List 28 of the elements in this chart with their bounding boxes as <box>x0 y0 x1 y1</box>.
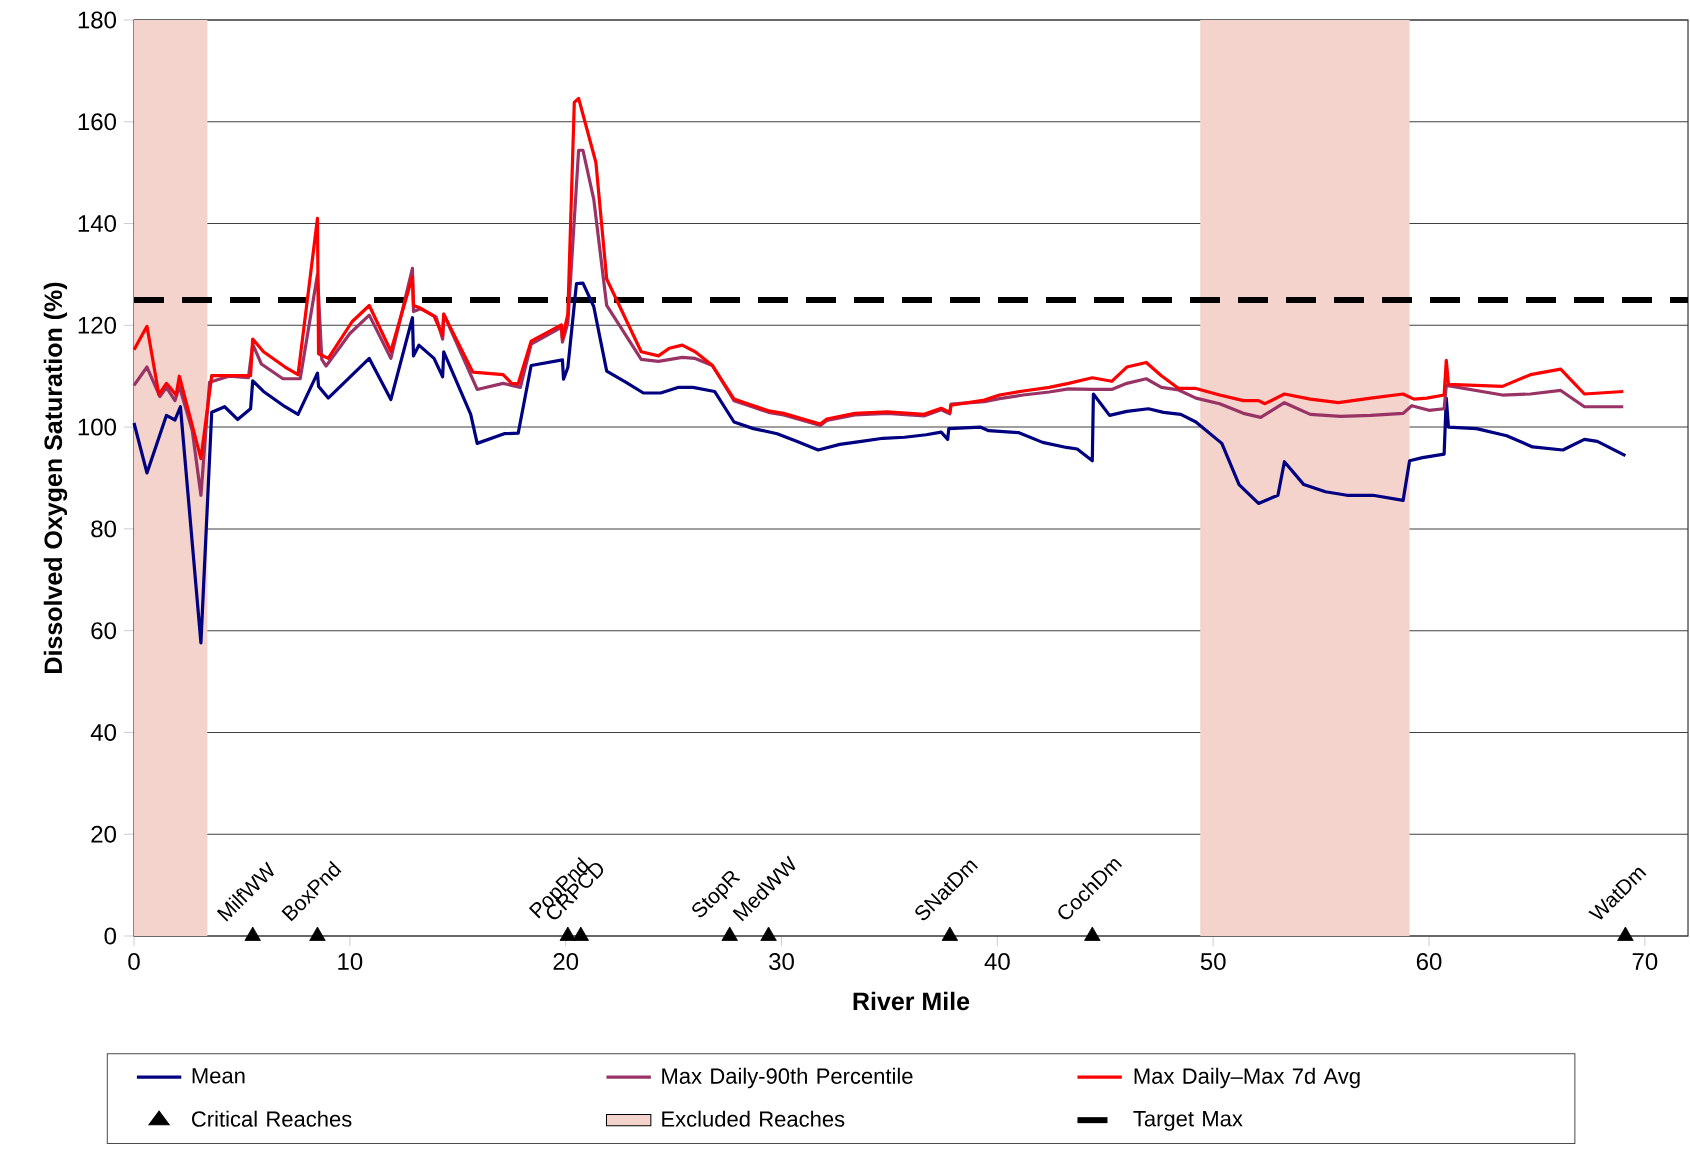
y-tick-label: 160 <box>78 113 117 131</box>
x-tick-label: 20 <box>553 953 579 971</box>
y-tick-label: 180 <box>78 11 117 29</box>
x-tick-label: 0 <box>128 953 140 971</box>
legend-label: Target Max <box>1133 1111 1243 1131</box>
y-axis-title: Dissolved Oxygen Saturation (%) <box>43 282 68 673</box>
line-series <box>132 96 1625 461</box>
x-tick-label: 10 <box>338 953 363 971</box>
legend-label: Critical Reaches <box>192 1110 352 1127</box>
y-tick-label: 0 <box>104 927 117 945</box>
legend-label: Max Daily–Max 7d Avg <box>1134 1067 1360 1089</box>
x-tick-label: 70 <box>1632 953 1658 971</box>
x-tick-label: 50 <box>1200 953 1226 971</box>
y-tick-label: 60 <box>91 622 117 640</box>
x-axis-title: River Mile <box>853 991 970 1011</box>
x-tick-label: 60 <box>1416 953 1442 971</box>
x-tick-label: 30 <box>769 953 794 971</box>
y-tick-label: 40 <box>90 723 117 741</box>
y-tick-label: 80 <box>91 520 117 538</box>
y-tick-label: 20 <box>91 825 117 843</box>
y-tick-label: 120 <box>78 316 117 334</box>
legend-label: Excluded Reaches <box>662 1110 845 1127</box>
legend-label: Mean <box>192 1068 245 1084</box>
y-tick-label: 100 <box>78 418 117 436</box>
line-series <box>132 281 1628 645</box>
legend-label: Max Daily-90th Percentile <box>662 1067 913 1089</box>
y-tick-label: 140 <box>78 215 117 233</box>
x-tick-label: 40 <box>984 953 1010 971</box>
